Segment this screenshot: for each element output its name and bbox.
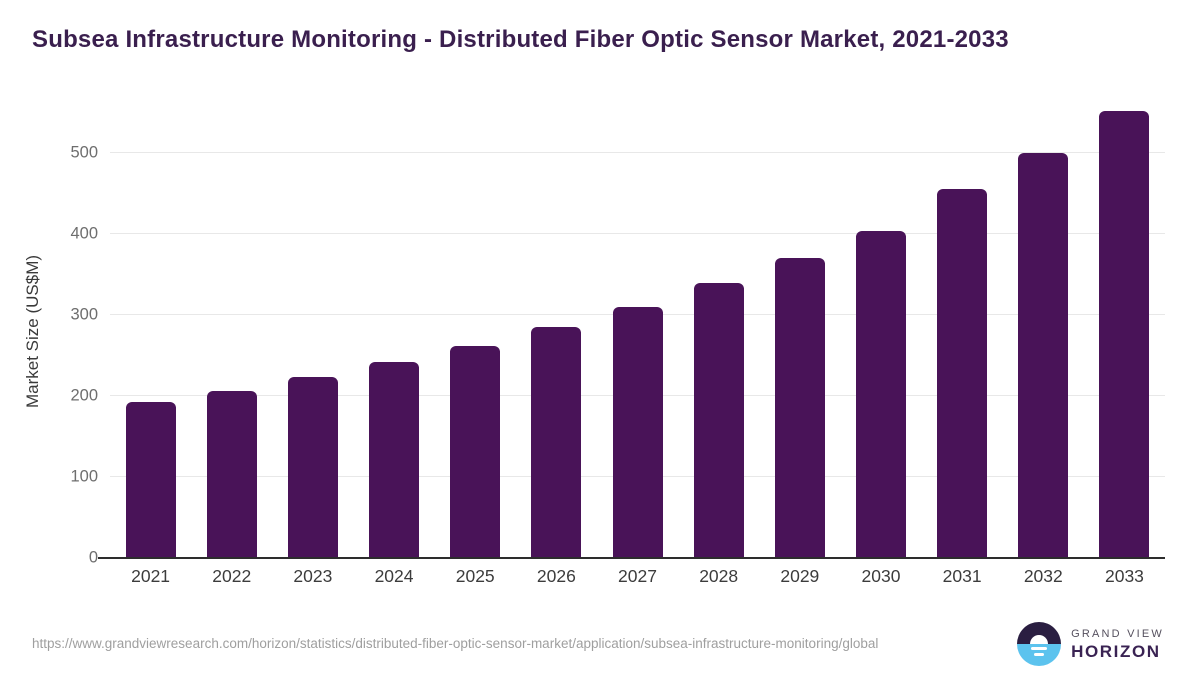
sun-reflection-bar-1 — [1031, 647, 1048, 650]
bar-2023 — [287, 377, 338, 558]
x-tick-label: 2022 — [212, 566, 252, 586]
bar-chart: Market Size (US$M) 0 100 200 300 400 500 2021… — [0, 104, 1165, 587]
bar-slot — [597, 104, 678, 558]
bar-slot — [272, 104, 353, 558]
gridline — [110, 151, 1165, 153]
x-tick-label: 2030 — [861, 566, 901, 586]
bar-2026 — [531, 326, 582, 558]
bar-slot — [678, 104, 759, 558]
source-url: https://www.grandviewresearch.com/horizo… — [32, 636, 879, 651]
bar-2031 — [937, 189, 988, 558]
bar-2032 — [1018, 152, 1069, 558]
bar-2027 — [612, 306, 663, 558]
bar-slot — [353, 104, 434, 558]
x-tick-label: 2027 — [618, 566, 657, 586]
bar-2024 — [369, 361, 420, 558]
x-tick-label: 2031 — [942, 566, 982, 586]
logo-brand-top: GRAND VIEW — [1071, 627, 1164, 640]
x-tick-label: 2024 — [374, 566, 414, 586]
bar-slot — [110, 104, 191, 558]
sun-reflection-bar-2 — [1034, 653, 1045, 656]
bar-slot — [840, 104, 921, 558]
x-tick-label: 2026 — [536, 566, 576, 586]
logo-wordmark: GRAND VIEW HORIZON — [1071, 627, 1164, 662]
footer: https://www.grandviewresearch.com/horizo… — [32, 618, 1164, 670]
y-tick-label: 300 — [70, 305, 98, 324]
plot-area — [98, 104, 1165, 559]
x-tick-label: 2023 — [293, 566, 333, 586]
y-tick-label: 400 — [70, 224, 98, 243]
bar-slot — [191, 104, 272, 558]
y-tick-label: 500 — [70, 143, 98, 162]
bar-slot — [435, 104, 516, 558]
sun-dome-shape — [1030, 635, 1049, 644]
y-tick-label: 0 — [88, 548, 98, 567]
bar-series — [110, 104, 1165, 558]
gridline — [110, 232, 1165, 234]
bar-slot — [1084, 104, 1165, 558]
bar-2033 — [1099, 111, 1150, 558]
x-tick-label: 2025 — [455, 566, 495, 586]
bar-2021 — [125, 402, 176, 558]
bar-2029 — [774, 258, 825, 558]
horizon-sun-circle-icon — [1017, 622, 1062, 666]
bar-slot — [1003, 104, 1084, 558]
x-tick-label: 2029 — [780, 566, 820, 586]
y-tick-label: 100 — [70, 467, 98, 486]
logo-brand-bottom: HORIZON — [1071, 641, 1161, 661]
y-axis-ticks: 0 100 200 300 400 500 — [0, 104, 98, 566]
x-tick-label: 2033 — [1104, 566, 1144, 586]
x-tick-label: 2021 — [131, 566, 171, 586]
grand-view-horizon-logo: GRAND VIEW HORIZON — [1017, 622, 1164, 666]
bar-2030 — [855, 230, 906, 558]
bar-2025 — [450, 345, 501, 558]
chart-title: Subsea Infrastructure Monitoring - Distr… — [32, 26, 1009, 53]
bar-slot — [759, 104, 840, 558]
x-axis-line — [98, 557, 1165, 559]
y-tick-label: 200 — [70, 386, 98, 405]
x-tick-label: 2032 — [1023, 566, 1063, 586]
bar-slot — [922, 104, 1003, 558]
bar-2022 — [206, 391, 257, 558]
bar-2028 — [693, 283, 744, 558]
bar-slot — [516, 104, 597, 558]
x-tick-label: 2028 — [699, 566, 739, 586]
x-axis-ticks: 2021 2022 2023 2024 2025 2026 2027 2028 2029 2030… — [110, 566, 1165, 587]
